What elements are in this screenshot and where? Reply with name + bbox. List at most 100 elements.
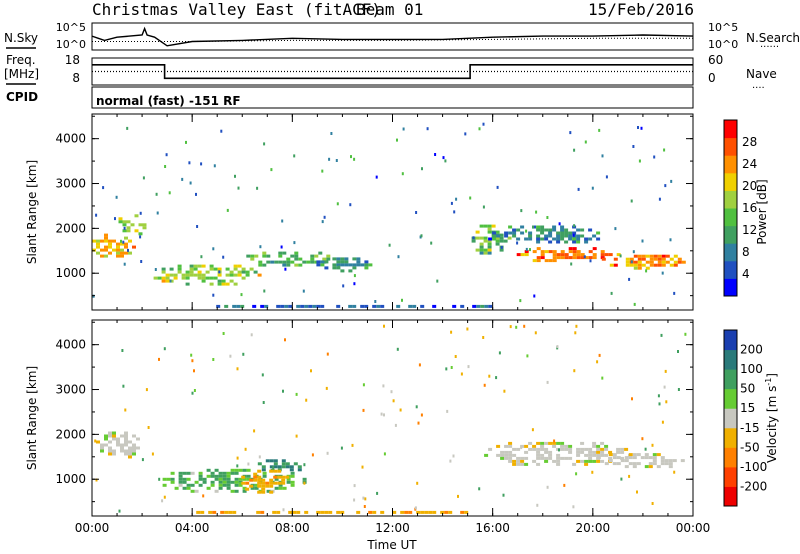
power-colorbar: 28 24 20 16 12 8 4 <box>723 119 757 297</box>
velocity-colorbar-tick: -100 <box>740 460 767 474</box>
heatmap-region <box>153 264 262 286</box>
beam-label: Beam 01 <box>356 0 423 19</box>
nave-label: Nave <box>746 67 777 81</box>
power-colorbar-swatch <box>724 260 737 279</box>
velocity-colorbar: 200 100 50 15 -15 -50 -100 -200 <box>723 329 767 507</box>
velocity-colorbar-tick: 100 <box>740 362 763 376</box>
x-tick-label: 00:00 <box>75 521 110 535</box>
y-tick-label: 1000 <box>55 266 86 280</box>
power-colorbar-swatch <box>724 172 737 191</box>
y-tick-label: 4000 <box>55 132 86 146</box>
power-colorbar-swatch <box>724 278 737 297</box>
heatmap-region <box>96 431 140 459</box>
heatmap-region <box>241 469 290 494</box>
heatmap-region <box>316 257 373 273</box>
y-tick-label: 3000 <box>55 177 86 191</box>
heatmap-region <box>516 247 621 263</box>
x-tick-label: 16:00 <box>475 521 510 535</box>
power-colorbar-tick: 20 <box>742 179 757 193</box>
heatmap-region <box>596 453 685 469</box>
power-colorbar-tick: 12 <box>742 223 757 237</box>
velocity-colorbar-tick: 50 <box>740 382 755 396</box>
x-tick-label: 20:00 <box>576 521 611 535</box>
station-title: Christmas Valley East (fitACF) <box>92 0 381 19</box>
y-tick-label: 3000 <box>55 383 86 397</box>
velocity-colorbar-swatch <box>724 349 737 370</box>
freq-left-tick: 8 <box>72 71 80 85</box>
heatmap-region <box>196 510 469 514</box>
y-tick-label: 2000 <box>55 221 86 235</box>
power-colorbar-tick: 8 <box>742 245 750 259</box>
velocity-ylabel: Slant Range [km] <box>25 366 39 470</box>
freq-right-tick: 60 <box>708 53 723 67</box>
frequency-panel: 18 8 60 0 <box>65 53 723 86</box>
x-tick-label: 08:00 <box>275 521 310 535</box>
noise-left-tick: 10^0 <box>56 38 86 51</box>
nsearch-label: N.Search <box>746 31 800 45</box>
nsearch-style: ...... <box>760 39 779 50</box>
velocity-colorbar-swatch <box>724 369 737 390</box>
power-colorbar-tick: 28 <box>742 135 757 149</box>
heatmap-region <box>601 254 686 270</box>
power-colorbar-tick: 24 <box>742 157 757 171</box>
heatmap-speckles <box>94 324 687 513</box>
y-tick-label: 4000 <box>55 338 86 352</box>
power-colorbar-tick: 16 <box>742 201 757 215</box>
velocity-colorbar-label-main: Velocity [m s <box>765 386 779 463</box>
velocity-colorbar-tick: 200 <box>740 343 763 357</box>
power-panel: 1000 2000 3000 4000 <box>55 113 694 311</box>
heatmap-region <box>257 459 302 472</box>
power-colorbar-tick: 4 <box>742 267 750 281</box>
heatmap-speckles <box>92 122 676 306</box>
power-colorbar-label: Power [dB] <box>755 179 769 244</box>
velocity-colorbar-label: Velocity [m s-1] <box>764 373 779 463</box>
y-tick-label: 1000 <box>55 472 86 486</box>
freq-label-top: Freq. <box>6 53 36 67</box>
velocity-colorbar-swatch <box>724 408 737 429</box>
power-colorbar-swatch <box>724 190 737 209</box>
velocity-colorbar-swatch <box>724 447 737 468</box>
x-tick-label: 12:00 <box>375 521 410 535</box>
x-tick-label: 00:00 <box>676 521 711 535</box>
velocity-colorbar-tick: -200 <box>740 479 767 493</box>
heatmap-region <box>118 214 147 236</box>
freq-series-freq <box>92 64 693 80</box>
power-colorbar-swatch <box>724 225 737 244</box>
velocity-colorbar-swatch <box>724 330 737 351</box>
velocity-colorbar-tick: 15 <box>740 401 755 415</box>
nave-style: .... <box>752 80 765 91</box>
cpid-label: CPID <box>6 90 38 104</box>
noise-series-nsky <box>91 26 694 47</box>
power-ylabel: Slant Range [km] <box>25 160 39 264</box>
heatmap-region <box>216 304 493 308</box>
date-label: 15/Feb/2016 <box>588 0 694 19</box>
power-colorbar-swatch <box>724 137 737 156</box>
cpid-text: normal (fast) -151 RF <box>96 94 241 108</box>
power-colorbar-swatch <box>724 155 737 174</box>
power-colorbar-swatch <box>724 208 737 227</box>
y-tick-label: 2000 <box>55 427 86 441</box>
velocity-colorbar-swatch <box>724 427 737 448</box>
velocity-colorbar-tick: -15 <box>740 421 760 435</box>
velocity-panel: 1000 2000 3000 4000 00:00 04:00 08:00 12:00 16:… <box>55 319 711 535</box>
noise-left-tick: 10^5 <box>56 21 86 34</box>
freq-right-tick: 0 <box>708 71 716 85</box>
noise-right-tick: 10^0 <box>708 38 738 51</box>
power-colorbar-swatch <box>724 243 737 262</box>
noise-series-nsearch <box>92 37 693 42</box>
cpid-panel <box>91 86 694 109</box>
heatmap-region <box>162 468 307 493</box>
velocity-colorbar-swatch <box>724 388 737 409</box>
x-tick-label: 04:00 <box>175 521 210 535</box>
velocity-colorbar-swatch <box>724 486 737 507</box>
heatmap-region <box>92 233 136 258</box>
freq-label-bottom: [MHz] <box>4 67 39 81</box>
heatmap-region <box>246 251 331 267</box>
velocity-colorbar-tick: -50 <box>740 440 760 454</box>
nsky-label: N.Sky <box>4 31 38 45</box>
freq-left-tick: 18 <box>65 53 80 67</box>
velocity-colorbar-swatch <box>724 466 737 487</box>
noise-right-tick: 10^5 <box>708 21 738 34</box>
time-axis-label: Time UT <box>366 538 417 552</box>
